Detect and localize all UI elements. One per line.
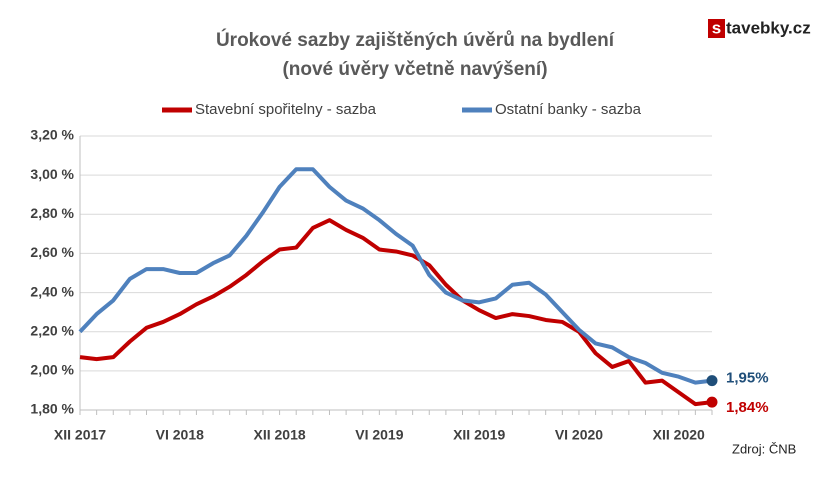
chart-title: Úrokové sazby zajištěných úvěrů na bydle… (216, 29, 615, 51)
y-tick-label: 2,40 % (30, 283, 74, 299)
value-label: 1,84% (726, 399, 769, 416)
y-tick-label: 3,00 % (30, 166, 74, 182)
x-tick-label: VI 2018 (156, 427, 204, 443)
value-label: 1,95% (726, 370, 769, 387)
x-tick-label: VI 2019 (355, 427, 403, 443)
end-point (706, 375, 718, 387)
legend-label: Ostatní banky - sazba (495, 101, 642, 118)
series-line (78, 167, 713, 385)
x-tick-label: XII 2017 (54, 427, 106, 443)
end-point (706, 396, 718, 408)
x-tick-label: XII 2019 (453, 427, 505, 443)
legend-label: Stavební spořitelny - sazba (195, 101, 377, 118)
brand-mark: s (712, 18, 721, 37)
y-tick-label: 3,20 % (30, 127, 74, 143)
y-tick-label: 2,00 % (30, 362, 74, 378)
x-tick-label: VI 2020 (555, 427, 603, 443)
brand-text: tavebky.cz (726, 18, 811, 37)
brand-box (708, 19, 725, 38)
source: Zdroj: ČNB (732, 441, 796, 456)
y-tick-label: 1,80 % (30, 401, 74, 417)
y-tick-label: 2,60 % (30, 244, 74, 260)
series-line (79, 218, 713, 407)
y-tick-label: 2,20 % (30, 322, 74, 338)
x-tick-label: XII 2020 (653, 427, 705, 443)
y-tick-label: 2,80 % (30, 205, 74, 221)
chart-subtitle: (nové úvěry včetně navýšení) (282, 59, 547, 80)
x-tick-label: XII 2018 (254, 427, 306, 443)
